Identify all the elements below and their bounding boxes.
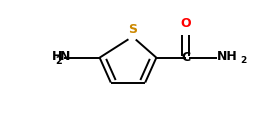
Text: C: C [181,51,190,64]
Text: H: H [52,50,62,64]
Text: 2: 2 [240,56,246,65]
Text: NH: NH [217,50,238,64]
Text: N: N [60,50,70,64]
Text: 2: 2 [56,56,62,66]
Text: S: S [128,23,137,36]
Text: O: O [180,17,191,30]
